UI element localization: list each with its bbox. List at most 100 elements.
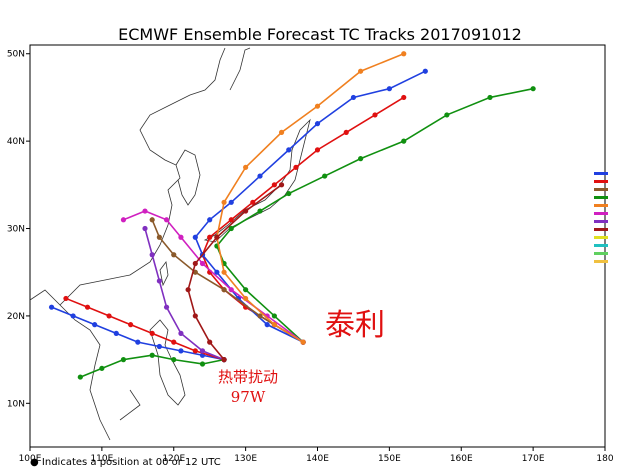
track-position xyxy=(149,252,155,258)
x-tick-label: 170E xyxy=(522,454,545,464)
track-position xyxy=(278,129,285,135)
track-position xyxy=(63,295,69,302)
y-tick-label: 30N xyxy=(7,225,25,235)
track-position xyxy=(192,313,198,319)
track-position xyxy=(300,339,306,345)
track-position xyxy=(199,348,206,354)
track-position xyxy=(228,217,234,223)
track-position xyxy=(271,313,277,319)
track-position xyxy=(314,121,321,127)
track-position xyxy=(221,269,227,275)
track-position xyxy=(221,357,227,363)
track-position xyxy=(178,234,184,240)
track-position xyxy=(149,217,155,223)
footnote: ● Indicates a position at 00 or 12 UTC xyxy=(30,457,221,468)
legend-swatches xyxy=(594,172,608,263)
track-position xyxy=(278,182,285,188)
annotation: 泰利 xyxy=(325,308,385,343)
track xyxy=(123,210,304,343)
track-position xyxy=(257,313,263,319)
track-position xyxy=(286,147,292,153)
track-position xyxy=(257,173,263,179)
annotation: 热带扰动 xyxy=(218,368,278,386)
track-position xyxy=(149,352,155,358)
track-position xyxy=(243,287,249,293)
track-position xyxy=(314,103,321,109)
track-position xyxy=(70,313,76,319)
track-position xyxy=(250,199,256,205)
track-position xyxy=(207,339,213,345)
track-position xyxy=(120,217,127,223)
track-position xyxy=(401,94,407,101)
track-position xyxy=(214,269,220,275)
track-position xyxy=(113,330,119,336)
y-tick-label: 20N xyxy=(7,312,25,322)
track xyxy=(194,70,426,343)
track-position xyxy=(271,182,277,188)
track-position xyxy=(192,234,198,240)
track-position xyxy=(264,322,270,328)
track-position xyxy=(178,330,184,336)
track-position xyxy=(199,260,206,267)
track-position xyxy=(358,156,364,162)
x-tick-label: 130E xyxy=(234,454,257,464)
annotation: 97W xyxy=(231,388,266,406)
track-position xyxy=(401,138,407,144)
track-position xyxy=(171,339,177,345)
track-position xyxy=(192,260,198,267)
x-tick-label: 120E xyxy=(162,454,185,464)
track-position xyxy=(401,51,407,57)
track-position xyxy=(207,234,213,240)
track-position xyxy=(135,339,141,345)
track-position xyxy=(163,304,170,310)
x-tick-label: 110E xyxy=(90,454,113,464)
y-tick-label: 40N xyxy=(7,137,25,147)
track-position xyxy=(228,225,234,232)
track-position xyxy=(243,295,249,302)
track-position xyxy=(386,86,392,92)
track-position xyxy=(221,199,227,205)
track-position xyxy=(185,287,191,293)
track-position xyxy=(171,252,177,258)
track-position xyxy=(257,208,263,214)
track-position xyxy=(156,343,162,350)
track-position xyxy=(128,322,134,328)
map-frame xyxy=(29,44,606,448)
track xyxy=(65,297,225,361)
track-position xyxy=(243,208,249,214)
track-position xyxy=(163,217,170,223)
track-position xyxy=(171,357,177,363)
track-position xyxy=(156,278,162,284)
track-position xyxy=(314,147,321,153)
coastlines xyxy=(29,47,311,441)
track-position xyxy=(120,357,127,363)
x-tick-label: 150E xyxy=(378,454,401,464)
track-position xyxy=(142,225,148,232)
track-position xyxy=(221,287,227,293)
track-position xyxy=(84,304,91,310)
track-position xyxy=(178,348,184,354)
track-position xyxy=(228,287,234,293)
track-position xyxy=(286,190,292,197)
track-position xyxy=(243,164,249,170)
x-tick-label: 100E xyxy=(19,454,42,464)
track-position xyxy=(142,208,148,214)
track-position xyxy=(192,348,198,354)
track-position xyxy=(372,112,378,118)
x-tick-label: 160E xyxy=(450,454,473,464)
track-position xyxy=(214,234,220,240)
track-position xyxy=(322,173,328,179)
y-tick-label: 50N xyxy=(7,50,25,60)
track-position xyxy=(228,199,234,205)
x-tick-label: 140E xyxy=(306,454,329,464)
track xyxy=(215,87,534,343)
track-position xyxy=(343,129,349,135)
track-position xyxy=(530,86,536,92)
x-tick-label: 180 xyxy=(596,454,613,464)
track-position xyxy=(358,68,364,74)
track-position xyxy=(106,313,112,319)
track-position xyxy=(207,217,213,223)
track-position xyxy=(444,112,450,118)
track-position xyxy=(199,361,206,367)
track-position xyxy=(350,94,357,101)
